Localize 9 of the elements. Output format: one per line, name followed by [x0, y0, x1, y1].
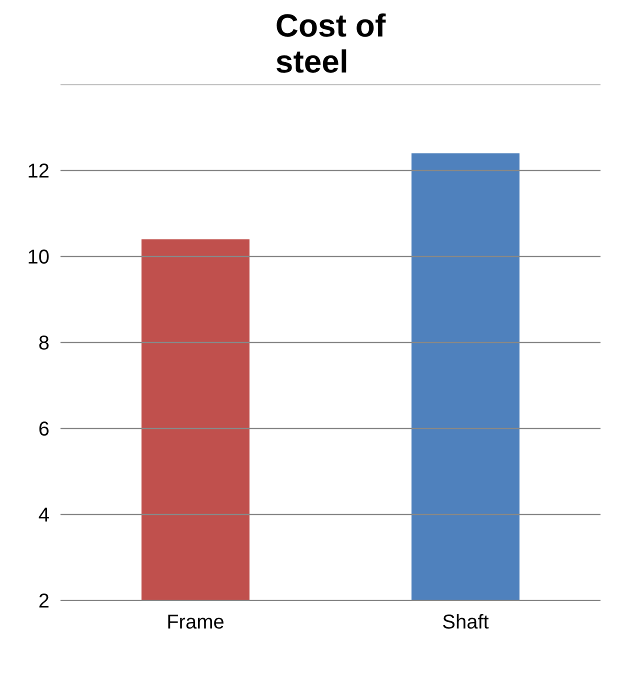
- chart-title: Cost of steel: [275, 8, 386, 80]
- y-tick-label: 2: [38, 590, 50, 612]
- y-tick-label: 10: [27, 246, 50, 268]
- y-tick-label: 8: [38, 332, 50, 354]
- x-tick-label: Shaft: [442, 612, 490, 634]
- x-tick-label: Frame: [166, 612, 224, 634]
- y-tick-label: 6: [38, 418, 50, 440]
- y-tick-label: 4: [38, 504, 50, 526]
- y-tick-label: 12: [27, 160, 50, 182]
